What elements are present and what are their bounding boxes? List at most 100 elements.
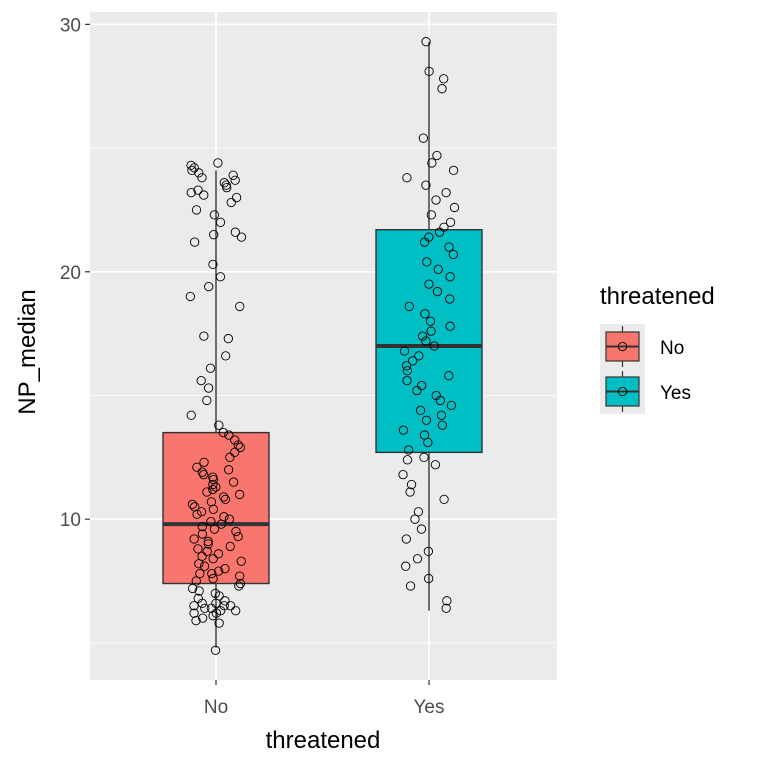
data-point <box>449 202 460 213</box>
y-tick-label: 30 <box>60 15 81 36</box>
data-point <box>445 294 455 304</box>
data-point <box>426 210 436 220</box>
data-point <box>193 185 203 195</box>
data-point <box>413 507 424 517</box>
data-point <box>437 420 447 430</box>
data-point <box>404 445 414 455</box>
data-point <box>427 158 437 168</box>
data-point <box>226 197 236 208</box>
data-point <box>196 375 206 386</box>
data-point <box>231 606 241 616</box>
data-point <box>186 160 196 171</box>
data-point <box>202 395 212 406</box>
legend-item-yes: Yes <box>600 369 691 414</box>
data-point <box>219 512 229 522</box>
data-point <box>208 554 218 564</box>
data-point <box>402 375 412 386</box>
data-point <box>231 192 242 203</box>
box-body <box>162 431 270 585</box>
data-point <box>196 507 207 517</box>
legend-item-no: No <box>600 324 684 369</box>
data-point <box>202 487 212 497</box>
data-point <box>401 534 411 544</box>
data-point <box>408 356 418 366</box>
data-point <box>230 175 240 185</box>
data-point <box>199 331 209 341</box>
data-point <box>204 281 214 292</box>
data-point <box>223 465 234 475</box>
data-point <box>195 568 205 579</box>
data-point <box>224 430 234 440</box>
data-point <box>225 601 236 611</box>
data-point <box>200 603 210 613</box>
data-point <box>448 165 459 175</box>
data-point <box>406 479 417 490</box>
x-axis: No Yes <box>204 680 445 718</box>
data-point <box>209 524 220 534</box>
plot-panel <box>90 12 557 680</box>
data-point <box>421 415 432 425</box>
data-point <box>424 66 434 77</box>
data-point <box>197 551 207 561</box>
data-point <box>210 645 221 655</box>
data-point <box>418 133 429 143</box>
data-point <box>190 237 200 247</box>
data-point <box>197 521 207 532</box>
data-point <box>424 232 434 242</box>
data-point <box>398 425 409 435</box>
data-point <box>199 561 210 571</box>
data-point <box>221 180 231 190</box>
data-point <box>187 165 197 175</box>
data-point <box>186 410 196 420</box>
data-point <box>220 596 230 606</box>
data-point <box>412 554 423 564</box>
data-point <box>444 242 454 252</box>
data-point <box>197 173 207 183</box>
data-point <box>419 452 429 462</box>
data-point <box>220 564 230 574</box>
box-no <box>162 170 270 648</box>
data-point <box>206 497 217 507</box>
data-point <box>430 460 441 470</box>
data-point <box>194 586 204 596</box>
data-point <box>431 195 441 205</box>
data-point <box>416 524 427 534</box>
y-axis-title: NP_median <box>14 289 41 414</box>
data-point <box>206 517 216 527</box>
data-point <box>213 549 224 559</box>
data-point <box>224 514 235 524</box>
legend-label: Yes <box>660 383 691 404</box>
data-point <box>415 405 426 415</box>
data-point <box>220 494 231 505</box>
data-point <box>445 272 455 282</box>
data-point <box>236 556 246 566</box>
data-point <box>422 257 432 267</box>
data-point <box>412 385 422 396</box>
data-point <box>193 544 203 554</box>
data-point <box>431 390 441 401</box>
data-point <box>446 400 457 411</box>
data-point <box>208 484 218 495</box>
data-point <box>417 331 428 341</box>
data-point <box>215 606 226 616</box>
data-point <box>421 180 431 190</box>
data-point <box>199 457 209 467</box>
data-point <box>231 526 241 537</box>
data-point <box>436 410 447 420</box>
data-point <box>221 351 231 361</box>
data-point <box>235 301 245 312</box>
data-point <box>202 546 212 556</box>
data-point <box>213 158 223 168</box>
legend-title: threatened <box>600 283 715 310</box>
data-point <box>421 336 431 346</box>
data-point <box>442 596 452 606</box>
data-point <box>191 615 201 626</box>
legend-key-point <box>617 386 628 397</box>
data-point <box>208 504 219 514</box>
data-point <box>445 217 456 227</box>
box-yes <box>375 41 483 611</box>
data-point <box>402 173 412 183</box>
data-point <box>203 383 214 393</box>
data-point <box>398 470 408 480</box>
